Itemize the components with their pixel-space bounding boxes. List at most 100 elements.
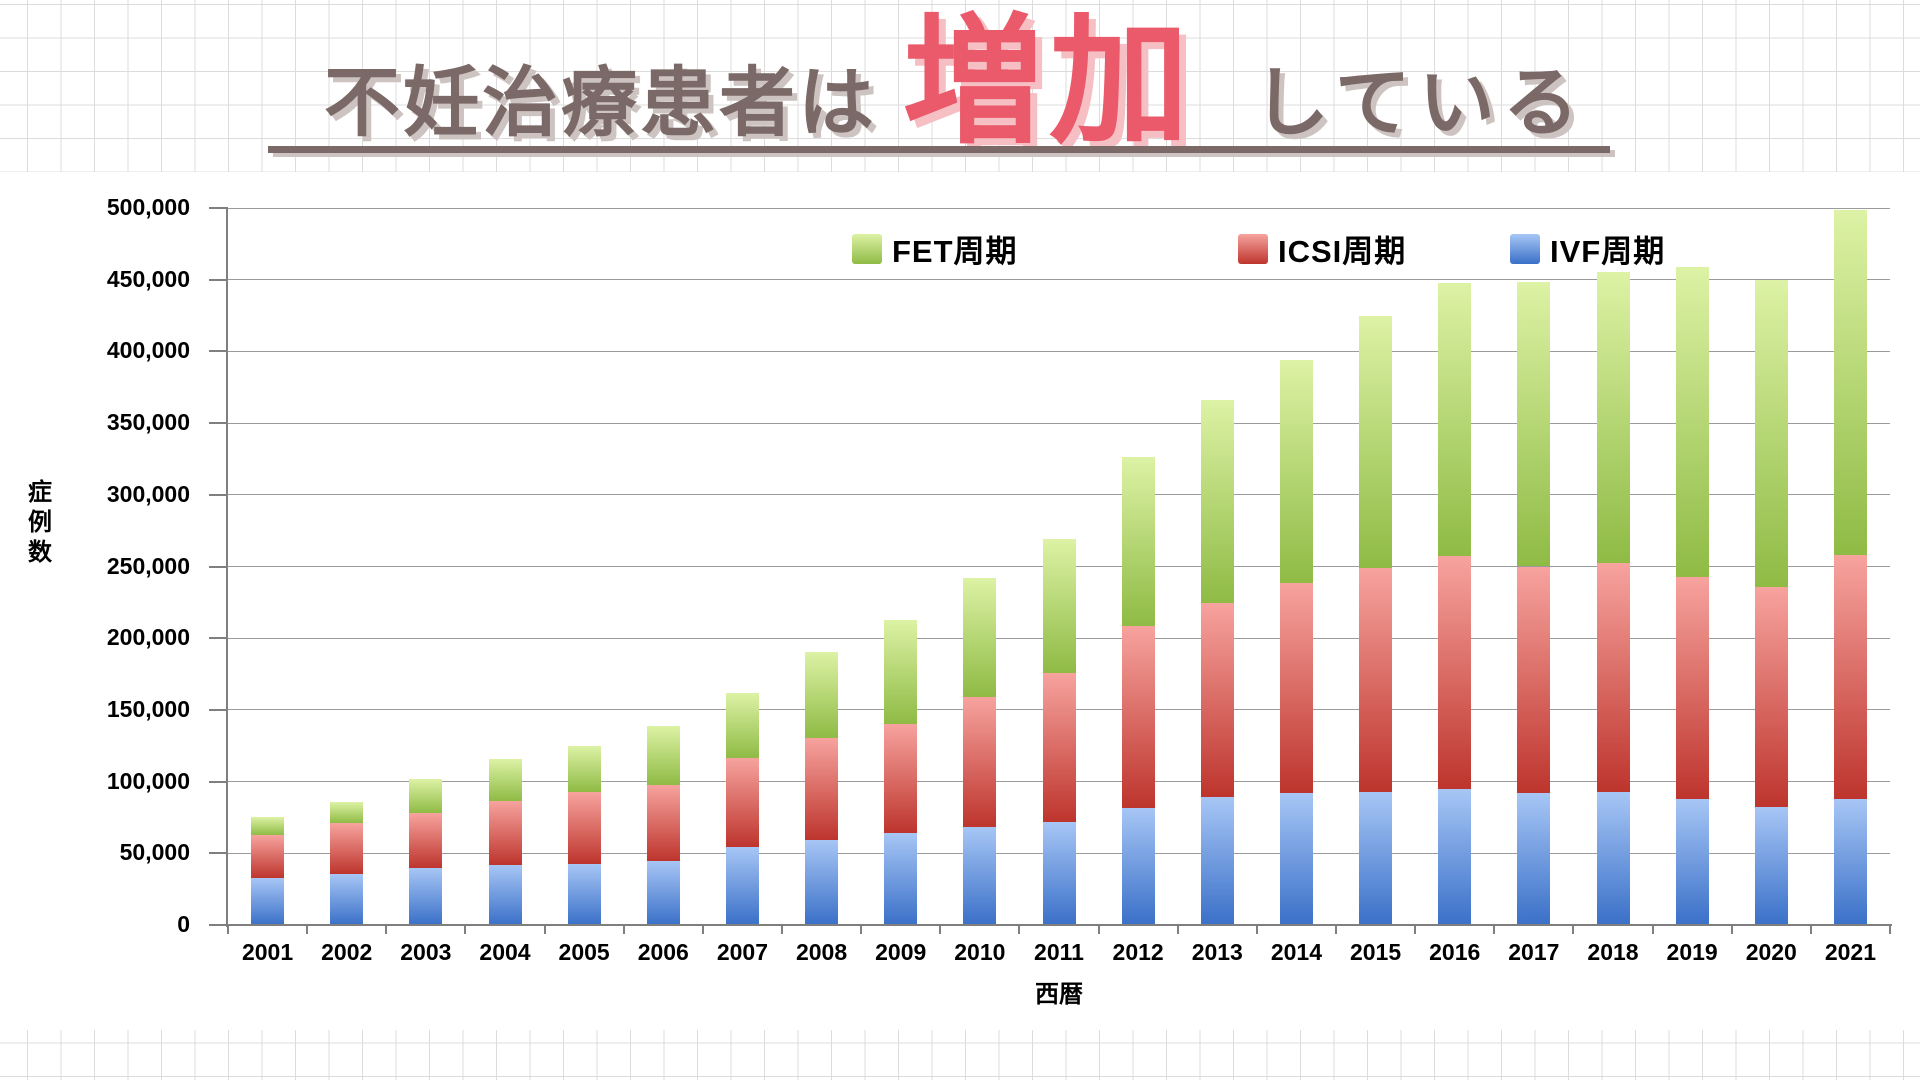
bar-segment-ICSI周期-2019: [1675, 576, 1709, 799]
y-axis-tick: [209, 493, 228, 496]
x-axis-tick: [543, 925, 546, 934]
bar-segment-IVF周期-2010: [963, 827, 997, 925]
x-axis-tick: [1018, 925, 1021, 934]
legend-label: FET周期: [892, 234, 1018, 269]
bar-segment-IVF周期-2012: [1121, 808, 1155, 925]
legend-item-ICSI周期: ICSI周期: [1238, 226, 1406, 271]
y-tick-label: 0: [177, 911, 190, 937]
x-tick-label: 2011: [1034, 939, 1084, 965]
bar-segment-IVF周期-2008: [805, 839, 839, 925]
bar-segment-IVF周期-2018: [1596, 791, 1630, 925]
bar-segment-FET周期-2002: [330, 802, 364, 824]
bar-segment-IVF周期-2005: [567, 864, 601, 925]
y-tick-label: 300,000: [106, 480, 190, 507]
x-axis-tick: [622, 925, 625, 934]
bar-segment-IVF周期-2020: [1754, 806, 1788, 925]
bar-segment-FET周期-2017: [1517, 281, 1551, 567]
bar-segment-FET周期-2007: [725, 693, 759, 758]
y-axis-tick: [209, 924, 228, 926]
y-tick-label: 500,000: [106, 194, 190, 220]
x-axis-tick: [464, 925, 467, 934]
bar-segment-FET周期-2008: [805, 651, 839, 738]
y-tick-label: 400,000: [106, 337, 190, 364]
y-axis-tick: [209, 852, 228, 855]
legend-item-FET周期: FET周期: [852, 226, 1018, 271]
x-tick-label: 2015: [1349, 939, 1402, 965]
y-tick-label: 200,000: [106, 624, 190, 651]
legend-label: IVF周期: [1550, 234, 1666, 269]
x-tick-label: 2005: [558, 939, 610, 965]
y-axis-tick: [209, 350, 228, 353]
bar-segment-ICSI周期-2001: [251, 834, 285, 878]
bar-segment-IVF周期-2021: [1833, 798, 1867, 925]
x-tick-label: 2012: [1112, 939, 1164, 965]
x-axis-tick: [385, 925, 388, 934]
bar-segment-IVF周期-2004: [488, 864, 522, 925]
x-tick-label: 2019: [1666, 939, 1718, 965]
bar-segment-IVF周期-2002: [330, 874, 364, 925]
x-axis-tick: [1889, 925, 1891, 934]
x-tick-label: 2007: [716, 939, 768, 965]
bar-segment-IVF周期-2016: [1438, 788, 1472, 925]
y-axis-tick: [209, 637, 228, 640]
title-highlight: 増加: [903, 3, 1196, 161]
x-axis-tick: [1335, 925, 1337, 934]
x-tick-label: 2020: [1745, 939, 1797, 965]
x-tick-label: 2001: [241, 939, 294, 965]
bar-segment-ICSI周期-2006: [646, 785, 680, 862]
y-tick-label: 450,000: [106, 265, 190, 292]
bar-segment-IVF周期-2017: [1517, 793, 1551, 925]
slide-title: 不妊治療患者は 増加 している: [268, 0, 1628, 161]
y-tick-label: 50,000: [119, 839, 190, 866]
bar-segment-IVF周期-2013: [1200, 796, 1234, 925]
bar-segment-ICSI周期-2010: [963, 696, 997, 828]
x-axis-tick: [1414, 925, 1417, 934]
y-axis-tick: [209, 565, 228, 568]
x-tick-label: 2004: [479, 939, 531, 965]
x-axis-tick: [1493, 925, 1496, 934]
x-axis-tick: [701, 925, 704, 934]
legend-swatch-icon: [1510, 233, 1540, 264]
bar-segment-FET周期-2011: [1042, 538, 1076, 673]
x-axis-tick: [939, 925, 942, 934]
bar-segment-FET周期-2009: [884, 620, 918, 725]
bar-segment-ICSI周期-2020: [1754, 586, 1788, 807]
bar-segment-ICSI周期-2003: [409, 813, 443, 869]
bar-segment-FET周期-2014: [1279, 360, 1313, 583]
bar-segment-IVF周期-2007: [725, 846, 759, 925]
bar-segment-IVF周期-2015: [1359, 791, 1393, 925]
bar-segment-FET周期-2004: [488, 758, 522, 801]
y-gridline: [228, 207, 1890, 209]
bar-segment-ICSI周期-2017: [1517, 566, 1551, 794]
bar-segment-FET周期-2001: [251, 816, 285, 835]
legend-label: ICSI周期: [1278, 234, 1407, 269]
legend-swatch-icon: [852, 233, 882, 264]
bar-segment-ICSI周期-2011: [1042, 672, 1076, 822]
bar-segment-IVF周期-2014: [1279, 793, 1313, 925]
bar-segment-FET周期-2016: [1438, 282, 1472, 557]
x-tick-label: 2009: [875, 939, 927, 965]
x-axis-tick: [1176, 925, 1179, 934]
x-tick-label: 2021: [1824, 939, 1876, 965]
bar-segment-ICSI周期-2014: [1279, 582, 1313, 794]
x-axis-tick: [306, 925, 309, 934]
x-tick-label: 2013: [1191, 939, 1243, 965]
y-gridline: [228, 422, 1890, 424]
x-axis-line: [226, 924, 1892, 926]
y-axis-line: [226, 208, 228, 927]
bar-segment-IVF周期-2019: [1675, 798, 1709, 925]
bar-segment-ICSI周期-2004: [488, 800, 522, 865]
y-axis-tick: [209, 780, 228, 783]
bar-segment-IVF周期-2003: [409, 868, 443, 925]
title-suffix: している: [1253, 61, 1587, 146]
bar-segment-FET周期-2006: [646, 725, 680, 786]
title-prefix: 不妊治療患者は: [324, 61, 877, 146]
x-axis-tick: [1809, 925, 1812, 934]
bar-segment-ICSI周期-2015: [1359, 567, 1393, 792]
x-axis-tick: [781, 925, 783, 934]
x-axis-title: 西暦: [1035, 981, 1083, 1008]
chart-panel: [0, 172, 1920, 1030]
chart-legend: FET周期 ICSI周期 IVF周期: [0, 226, 1920, 269]
bar-segment-FET周期-2018: [1596, 271, 1630, 563]
